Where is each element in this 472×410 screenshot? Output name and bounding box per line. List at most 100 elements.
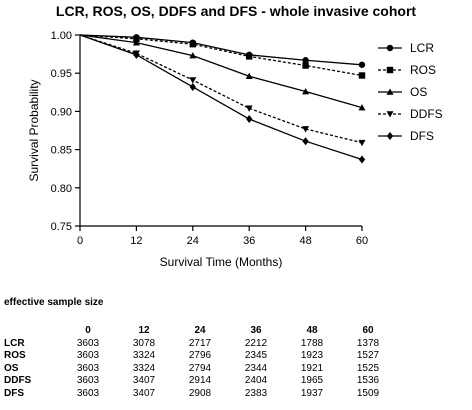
table-cell: 3603 [76,337,100,349]
table-cell: 1536 [356,375,380,386]
data-point-ros [246,53,253,60]
y-tick-label: 0.80 [51,183,72,195]
series-line-ros [79,34,363,77]
legend-marker-ddfs [386,111,394,118]
x-tick-label: 48 [299,235,311,247]
data-point-os [302,88,310,95]
table-row: ROS 3603 3324 2796 2345 1923 1527 [4,350,396,363]
row-label: ROS [4,350,26,361]
table-cell: 3603 [76,350,100,361]
table-cell: 2794 [188,362,212,374]
table-cell: 1525 [356,362,380,374]
data-point-dfs [358,155,366,164]
table-cell: 1921 [300,362,324,374]
y-axis-label: Survival Probability [27,79,41,181]
data-point-os [358,104,366,111]
table-cell: 3603 [76,375,100,386]
data-point-dfs [302,137,309,146]
chart-title: LCR, ROS, OS, DDFS and DFS - whole invas… [55,3,417,19]
legend-marker-ros [386,66,394,74]
data-point-dfs [246,115,253,124]
x-tick-label: 0 [77,235,83,247]
table-cell: 2914 [188,375,212,386]
table-cell: 1937 [300,387,324,399]
data-point-ddfs [245,105,253,112]
table-cell: 1378 [356,337,380,349]
table-cell: 3603 [76,387,100,399]
table-caption: effective sample size [4,297,104,308]
legend-label-os: OS [410,85,427,99]
data-point-ros [358,72,366,79]
data-point-ros [302,62,309,69]
table-corner [4,325,60,338]
series-line-lcr [79,34,363,66]
data-point-lcr [358,61,366,68]
legend-label-lcr: LCR [410,41,434,55]
legend-marker-lcr [386,44,394,52]
data-point-lcr [302,57,309,64]
table-cell: 2212 [244,337,268,349]
table-cell: 2404 [244,375,268,386]
table-cell: 2344 [244,362,268,374]
table-cell: 1527 [356,350,380,361]
data-point-dfs [133,50,140,59]
column-header: 60 [362,325,374,336]
row-label: DFS [4,387,24,399]
column-header: 48 [306,325,318,336]
y-tick-label: 0.95 [51,68,72,80]
legend-label-dfs: DFS [410,129,434,143]
data-point-ddfs [358,139,366,147]
row-label: DDFS [4,375,32,386]
column-header: 0 [85,325,91,336]
sample-size-table: 0 12 24 36 48 60 LCR 3603 3078 2717 2212… [4,325,396,400]
table-cell: 3603 [76,362,100,374]
legend-marker-os [386,88,394,95]
column-header: 12 [138,325,150,336]
table-row: DFS 3603 3407 2908 2383 1937 1509 [4,388,396,401]
data-point-os [132,39,140,46]
y-tick-label: 0.75 [51,221,72,233]
data-point-ros [133,35,140,43]
table-cell: 1923 [300,350,324,361]
y-tick-label: 0.90 [51,106,72,118]
x-tick-label: 24 [187,235,199,247]
y-tick-label: 1.00 [51,30,72,42]
data-point-os [245,72,253,80]
table-cell: 2796 [188,350,212,361]
column-header: 24 [194,325,206,336]
x-tick-label: 60 [356,235,368,247]
survival-chart: 0.75 0.80 0.85 0.90 0.95 1.00 0 12 24 36 48 60 Survi… [27,30,443,269]
series-line-os [79,34,363,109]
data-point-dfs [189,82,196,91]
legend-label-ros: ROS [410,63,436,77]
table-cell: 2717 [188,337,212,349]
table-cell: 1965 [300,375,324,386]
table-cell: 3407 [132,375,156,386]
legend-marker-dfs [386,132,394,140]
x-axis-label: Survival Time (Months) [160,255,283,269]
series-line-dfs [79,34,363,161]
data-point-ddfs [189,77,197,84]
x-tick-label: 12 [130,235,142,247]
table-row: DDFS 3603 3407 2914 2404 1965 1536 [4,375,396,388]
data-point-ros [189,40,196,48]
table-header-row: 0 12 24 36 48 60 [4,325,396,338]
table-cell: 3078 [132,337,156,349]
table-row: OS 3603 3324 2794 2344 1921 1525 [4,363,396,376]
table-cell: 3324 [132,350,156,361]
row-label: LCR [4,337,25,349]
legend-label-ddfs: DDFS [410,107,443,121]
column-header: 36 [250,325,262,336]
table-cell: 3324 [132,362,156,374]
table-cell: 1509 [356,387,380,399]
table-cell: 3407 [132,387,156,399]
series-line-ddfs [79,34,363,144]
row-label: OS [4,362,19,374]
table-cell: 2908 [188,387,212,399]
data-point-ddfs [302,126,310,133]
table-cell: 2345 [244,350,268,361]
y-tick-label: 0.85 [51,145,72,157]
data-point-os [189,52,197,59]
x-tick-label: 36 [243,235,255,247]
table-row: LCR 3603 3078 2717 2212 1788 1378 [4,338,396,351]
